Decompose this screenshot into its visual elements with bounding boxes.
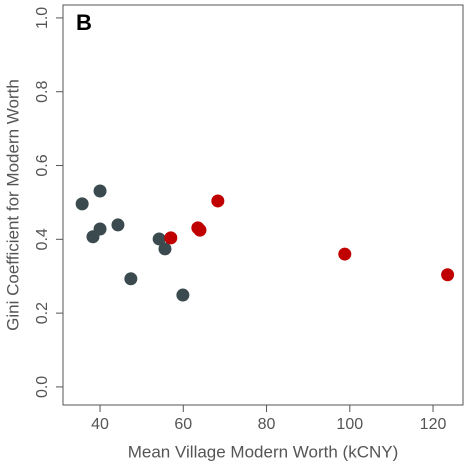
point (93, 184, 107, 198)
y-tick-label: 0.8 (34, 80, 51, 102)
point (193, 223, 207, 237)
point (152, 232, 166, 246)
point (111, 218, 125, 232)
panel-label: B (76, 10, 92, 35)
point (441, 268, 455, 282)
x-axis-title: Mean Village Modern Worth (kCNY) (128, 442, 399, 461)
point (93, 222, 107, 236)
x-tick-label: 80 (258, 416, 276, 433)
x-tick-label: 100 (336, 416, 363, 433)
y-tick-label: 0.2 (34, 302, 51, 324)
point (211, 194, 225, 208)
point (164, 231, 178, 245)
point (75, 197, 89, 211)
x-tick-label: 120 (420, 416, 447, 433)
y-tick-label: 1.0 (34, 7, 51, 29)
point (176, 288, 190, 302)
x-tick-label: 60 (174, 416, 192, 433)
y-axis-title: Gini Coefficient for Modern Worth (3, 79, 22, 331)
y-tick-label: 0.0 (34, 376, 51, 398)
plot-frame (62, 4, 464, 406)
point (124, 272, 138, 286)
y-tick-label: 0.4 (34, 228, 51, 250)
point (338, 247, 352, 261)
x-tick-label: 40 (91, 416, 109, 433)
y-tick-label: 0.6 (34, 154, 51, 176)
point (158, 242, 172, 256)
